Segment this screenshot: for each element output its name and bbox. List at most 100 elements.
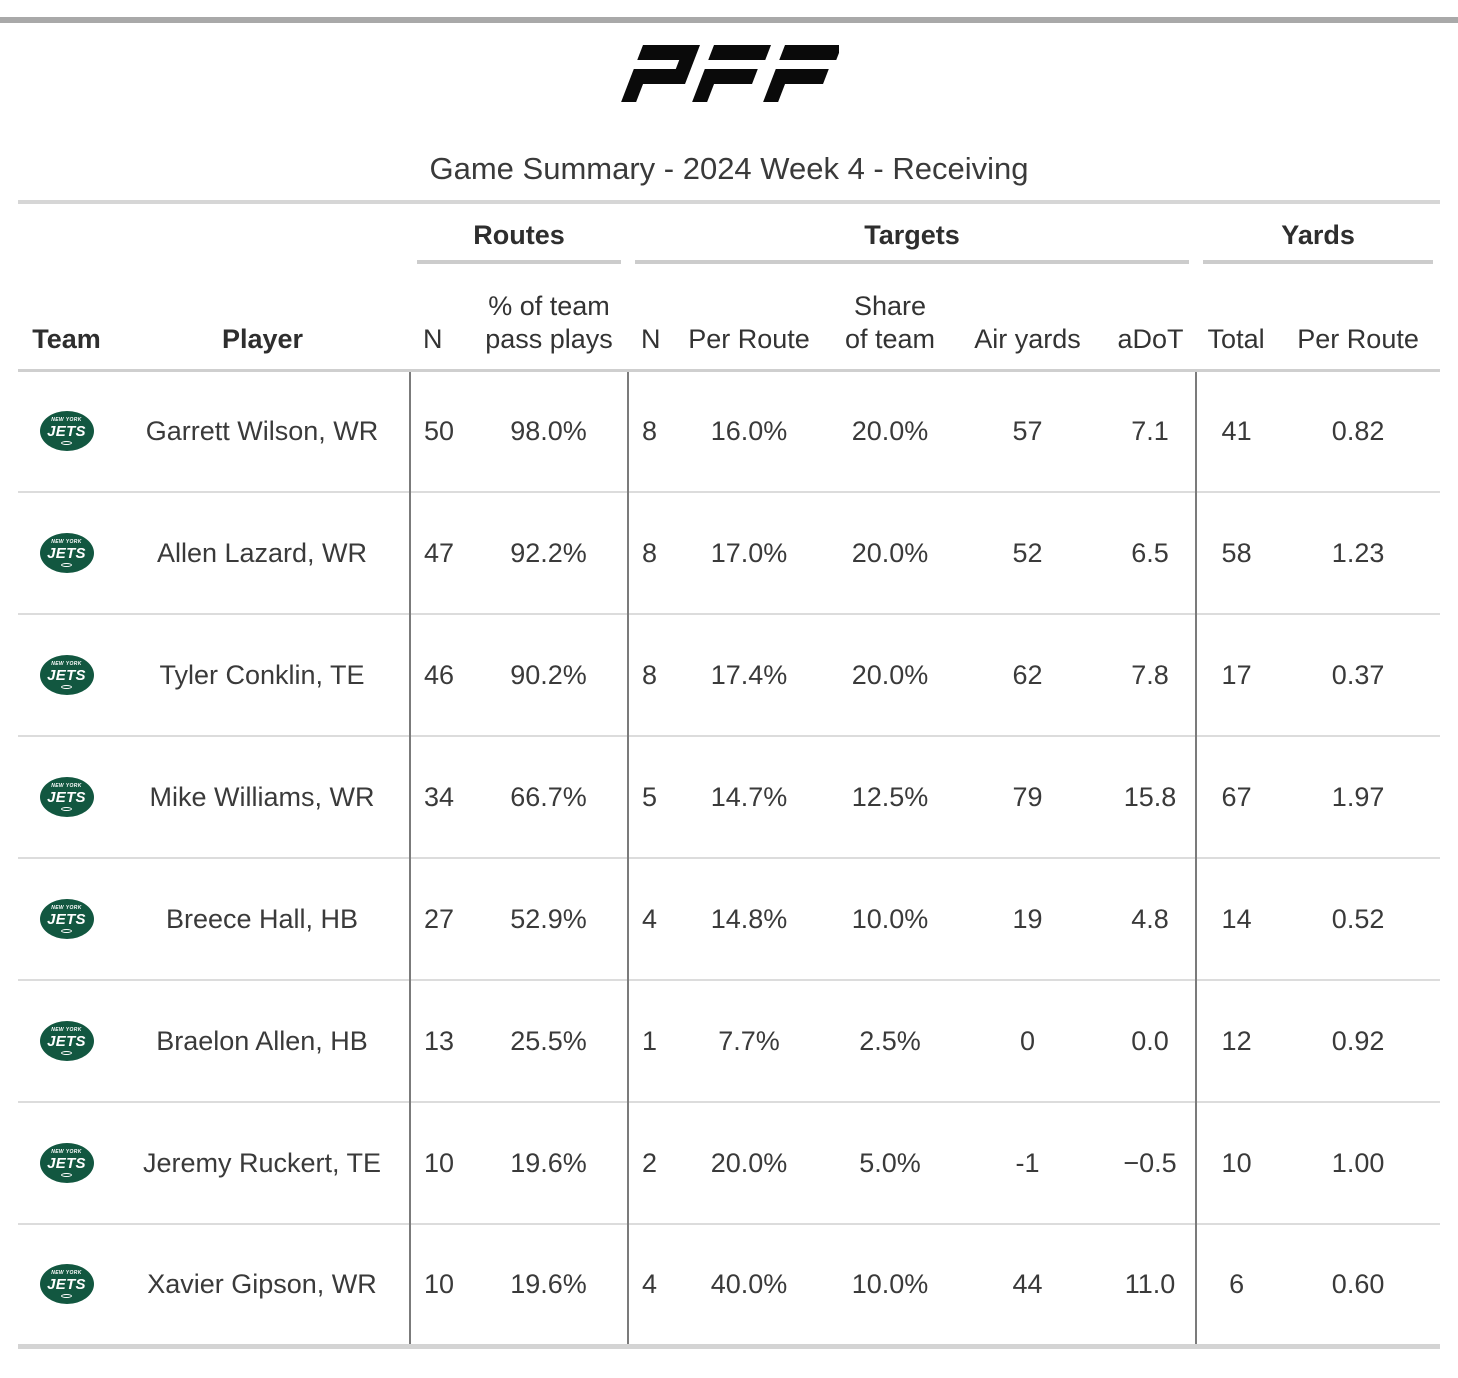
group-yards-label: Yards [1281,220,1355,250]
targets-per-route-value: 40.0% [710,1268,788,1299]
routes-pct-value: 19.6% [510,1147,587,1178]
page-title: Game Summary - 2024 Week 4 - Receiving [429,151,1029,186]
group-header-row: Routes Targets Yards [18,202,1440,264]
yards-total-value: 6 [1195,1224,1277,1346]
table-row: NEW YORK JETS Breece Hall, HB 27 52.9% 4… [18,858,1441,980]
adot-value: 11.0 [1124,1268,1176,1299]
yards-per-route-value: 1.97 [1331,781,1385,812]
football-icon [61,1050,72,1055]
yards-per-route-value: 1.23 [1331,537,1385,568]
player-name: Garrett Wilson, WR [145,415,379,446]
group-targets: Targets [628,202,1196,264]
group-spacer [18,202,410,264]
adot-value: 7.1 [1131,415,1169,446]
player-name: Tyler Conklin, TE [159,659,365,690]
targets-n-value: 4 [627,858,669,980]
targets-n-value: 8 [627,370,669,492]
table-row: NEW YORK JETS Xavier Gipson, WR 10 19.6%… [18,1224,1440,1346]
yards-total-value: 12 [1195,980,1277,1102]
team-cell: NEW YORK JETS [18,1224,115,1346]
targets-n-value: 4 [627,1224,669,1346]
targets-n-value: 8 [627,614,669,736]
yards-total-value: 17 [1195,614,1277,736]
team-cell: NEW YORK JETS [18,614,115,736]
jets-logo-top-text: NEW YORK [51,904,82,911]
yards-per-route-value: 0.60 [1331,1268,1385,1299]
column-header-row: Team Player N % of team pass plays N Per… [18,264,1441,370]
table-row: NEW YORK JETS Mike Williams, WR 34 66.7%… [18,736,1441,858]
jets-logo-icon: NEW YORK JETS [39,411,94,452]
group-routes-label: Routes [473,220,565,250]
group-underline [635,260,1190,264]
target-share-value: 10.0% [851,903,929,934]
football-icon [61,562,72,567]
football-icon [61,806,72,811]
air-yards-value: 0 [1020,1025,1036,1056]
targets-n-value: 2 [627,1102,669,1224]
jets-logo-top-text: NEW YORK [51,660,82,667]
adot-value: 4.8 [1131,903,1169,934]
table-row: NEW YORK JETS Jeremy Ruckert, TE 10 19.6… [18,1102,1441,1224]
jets-logo-main-text: JETS [47,666,86,684]
adot-value: 7.8 [1131,659,1169,690]
targets-per-route-value: 14.7% [710,781,788,812]
col-header-targets-per-route: Per Route [688,323,810,354]
targets-n-value: 1 [627,980,669,1102]
team-cell: NEW YORK JETS [18,858,115,980]
player-name: Breece Hall, HB [165,903,359,934]
targets-per-route-value: 17.0% [710,537,788,568]
yards-per-route-value: 1.00 [1331,1147,1385,1178]
pff-logo-icon [620,45,839,102]
player-name: Jeremy Ruckert, TE [142,1147,382,1178]
jets-logo-icon: NEW YORK JETS [39,899,94,939]
jets-logo-icon: NEW YORK JETS [39,655,94,695]
team-cell: NEW YORK JETS [18,736,115,858]
col-header-yards-per-route: Per Route [1297,323,1419,354]
football-icon [61,1293,72,1298]
col-header-team: Team [32,323,101,354]
jets-logo-main-text: JETS [47,1154,86,1172]
routes-n-value: 13 [409,980,470,1102]
air-yards-value: 79 [1012,781,1043,812]
player-name: Mike Williams, WR [149,781,375,812]
routes-n-value: 10 [409,1102,470,1224]
jets-logo-main-text: JETS [47,544,86,562]
routes-pct-value: 92.2% [510,537,587,568]
jets-logo-top-text: NEW YORK [51,1269,82,1276]
group-routes: Routes [410,202,628,264]
target-share-value: 2.5% [859,1025,921,1056]
jets-logo-main-text: JETS [47,422,86,440]
routes-n-value: 10 [409,1224,470,1346]
table-row: NEW YORK JETS Tyler Conklin, TE 46 90.2%… [18,614,1441,736]
yards-total-value: 58 [1195,492,1277,614]
player-name: Allen Lazard, WR [156,537,368,568]
jets-logo-icon: NEW YORK JETS [39,1143,94,1183]
adot-value: −0.5 [1123,1147,1177,1178]
jets-logo-top-text: NEW YORK [51,416,82,423]
football-icon [61,684,72,689]
routes-pct-value: 90.2% [510,659,587,690]
routes-pct-value: 25.5% [510,1025,587,1056]
targets-per-route-value: 7.7% [718,1025,780,1056]
air-yards-value: 57 [1012,415,1043,446]
target-share-value: 20.0% [851,659,929,690]
table-row: NEW YORK JETS Braelon Allen, HB 13 25.5%… [18,980,1441,1102]
jets-logo-main-text: JETS [47,910,86,928]
jets-logo-icon: NEW YORK JETS [39,777,94,817]
yards-total-value: 10 [1195,1102,1277,1224]
team-cell: NEW YORK JETS [18,980,115,1102]
yards-per-route-value: 0.92 [1331,1025,1385,1056]
target-share-value: 10.0% [851,1268,929,1299]
col-header-routes-pct: % of team pass plays [485,290,613,354]
jets-logo-main-text: JETS [47,1275,86,1293]
pff-logo [0,45,1458,102]
jets-logo-icon: NEW YORK JETS [39,533,94,573]
routes-n-value: 34 [409,736,470,858]
col-header-air-yards: Air yards [974,323,1081,354]
jets-logo-top-text: NEW YORK [51,782,82,789]
group-underline [1203,260,1434,264]
routes-pct-value: 66.7% [510,781,587,812]
yards-per-route-value: 0.37 [1331,659,1385,690]
page-top-divider [0,17,1458,23]
jets-logo-top-text: NEW YORK [51,538,82,545]
